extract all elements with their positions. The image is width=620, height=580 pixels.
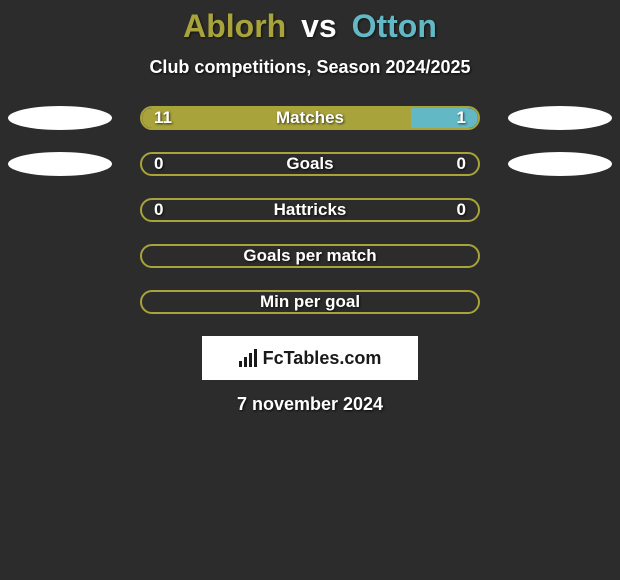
comparison-widget: Ablorh vs Otton Club competitions, Seaso… xyxy=(0,0,620,415)
stat-row: Goals per match xyxy=(0,244,620,268)
stat-bar: 0 0 Goals xyxy=(140,152,480,176)
stat-row: Min per goal xyxy=(0,290,620,314)
stat-label: Min per goal xyxy=(260,292,360,312)
player2-marker xyxy=(508,152,612,176)
stat-value-player1: 0 xyxy=(154,200,163,220)
stat-bar: Min per goal xyxy=(140,290,480,314)
stat-label: Goals per match xyxy=(243,246,376,266)
player1-marker xyxy=(8,106,112,130)
player2-marker xyxy=(508,106,612,130)
stat-row: 0 0 Goals xyxy=(0,152,620,176)
stat-bar: 0 0 Hattricks xyxy=(140,198,480,222)
date-text: 7 november 2024 xyxy=(0,394,620,415)
title: Ablorh vs Otton xyxy=(0,8,620,45)
stat-rows: 111Matches00Goals00HattricksGoals per ma… xyxy=(0,106,620,314)
subtitle: Club competitions, Season 2024/2025 xyxy=(0,57,620,78)
stat-row: 0 0 Hattricks xyxy=(0,198,620,222)
brand-box: FcTables.com xyxy=(202,336,418,380)
player1-marker xyxy=(8,152,112,176)
bar-fill-player2 xyxy=(411,108,478,128)
stat-bar: 111Matches xyxy=(140,106,480,130)
brand-chart-icon xyxy=(239,349,257,367)
stat-value-player2: 1 xyxy=(457,108,466,128)
stat-value-player2: 0 xyxy=(457,154,466,174)
title-vs: vs xyxy=(301,8,337,44)
stat-value-player1: 0 xyxy=(154,154,163,174)
stat-label: Goals xyxy=(286,154,333,174)
stat-label: Hattricks xyxy=(274,200,347,220)
stat-label: Matches xyxy=(276,108,344,128)
stat-row: 111Matches xyxy=(0,106,620,130)
stat-value-player1: 11 xyxy=(154,108,172,128)
title-player1: Ablorh xyxy=(183,8,286,44)
stat-bar: Goals per match xyxy=(140,244,480,268)
title-player2: Otton xyxy=(352,8,437,44)
stat-value-player2: 0 xyxy=(457,200,466,220)
brand-text: FcTables.com xyxy=(263,348,382,369)
